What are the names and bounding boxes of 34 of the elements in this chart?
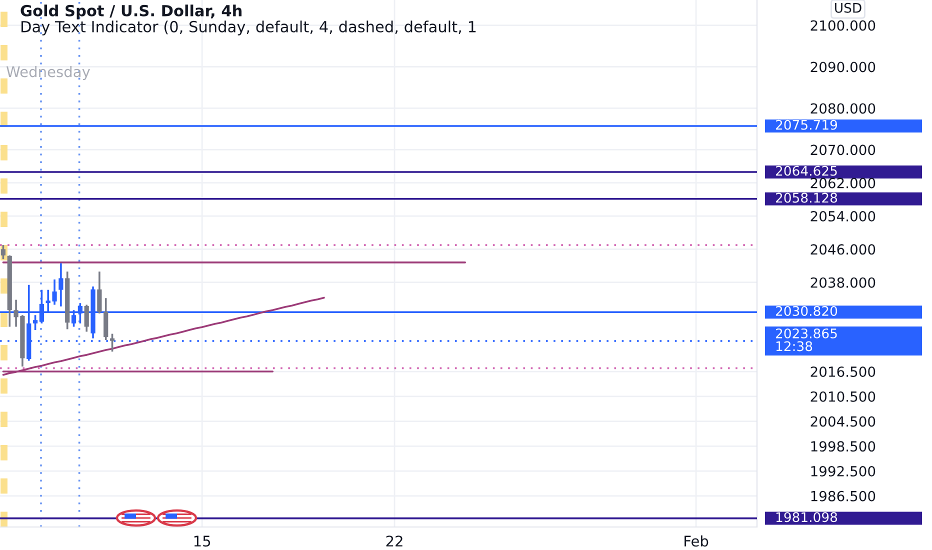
- y-tick-label: 2100.000: [810, 20, 876, 31]
- y-tick-label: 2016.500: [810, 366, 876, 377]
- y-tick-label: 2046.000: [810, 244, 876, 255]
- ref-line-label: 2064.625: [776, 166, 837, 176]
- y-tick-label: 2054.000: [810, 210, 876, 222]
- candlestick: [32, 314, 38, 331]
- y-tick-label: 1986.500: [811, 490, 876, 502]
- x-tick-label: Feb: [684, 535, 708, 547]
- candlestick: [58, 262, 64, 308]
- y-tick-label: 2080.000: [810, 103, 876, 114]
- ref-line-label: 2058.128: [776, 192, 838, 203]
- text: Day Text Indicator (0, Sunday, default, 4, dashed, default, 1: [22, 20, 476, 36]
- chart-title: Gold Spot / U.S. Dollar, 4h: [20, 4, 242, 20]
- y-axis-title: USD: [835, 2, 862, 13]
- y-tick-label: 1998.500: [811, 441, 876, 452]
- candlestick: [110, 332, 115, 353]
- ref-line-label: 2030.820: [776, 306, 838, 316]
- candlestick: [97, 270, 102, 314]
- y-tick-label: 2004.500: [810, 416, 876, 427]
- candlestick: [0, 244, 6, 260]
- y-tick-label: 2010.500: [810, 391, 876, 402]
- line-series: [2, 296, 325, 376]
- candlestick: [84, 304, 89, 333]
- y-tick-label: 2062.000: [810, 178, 876, 188]
- ref-line-label: 2075.719: [776, 120, 838, 130]
- ref-line-label: 2023.865 12:38: [776, 328, 837, 352]
- x-tick-label: 15: [194, 536, 210, 547]
- y-tick-label: 1992.500: [811, 466, 876, 476]
- y-tick-label: 2038.000: [810, 277, 876, 288]
- y-tick-label: 2070.000: [810, 144, 876, 156]
- annotation: Wednesday: [6, 66, 90, 80]
- y-tick-label: 2090.000: [810, 62, 876, 72]
- ref-line-label: 1981.098: [776, 512, 838, 522]
- x-tick-label: 22: [386, 536, 402, 546]
